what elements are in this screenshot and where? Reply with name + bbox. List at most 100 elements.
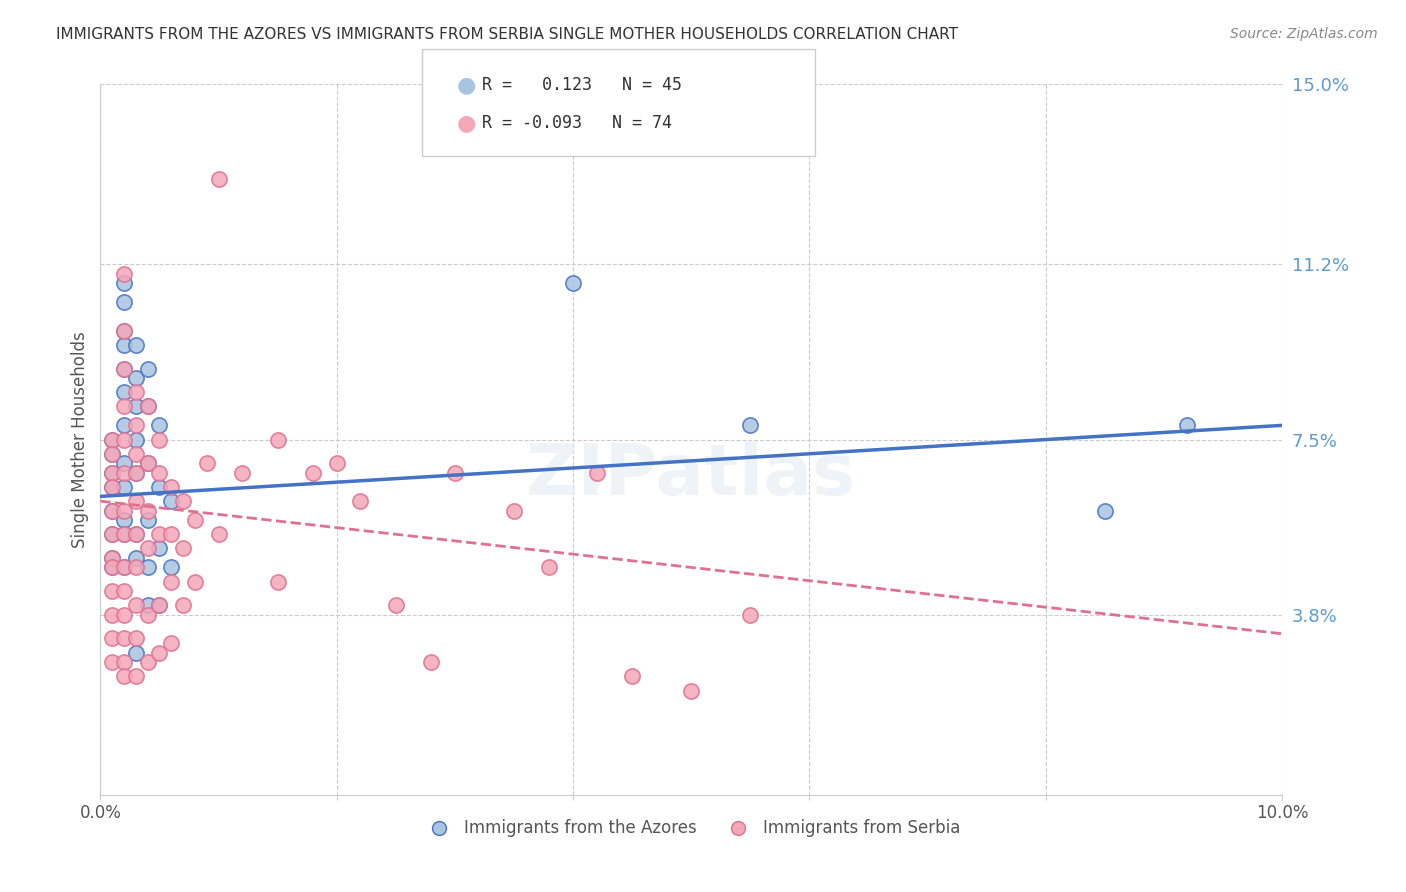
Point bbox=[148, 418, 170, 433]
Point bbox=[101, 655, 124, 669]
Point bbox=[136, 456, 159, 470]
Point bbox=[125, 447, 148, 461]
Point bbox=[101, 503, 124, 517]
Point bbox=[112, 466, 135, 480]
Point bbox=[1094, 503, 1116, 517]
Point bbox=[112, 338, 135, 352]
Point bbox=[112, 669, 135, 683]
Point bbox=[112, 324, 135, 338]
Point bbox=[302, 466, 325, 480]
Point bbox=[231, 466, 253, 480]
Point bbox=[136, 599, 159, 613]
Point bbox=[160, 574, 183, 589]
Point bbox=[136, 400, 159, 414]
Point bbox=[148, 480, 170, 494]
Y-axis label: Single Mother Households: Single Mother Households bbox=[72, 331, 89, 548]
Point bbox=[125, 527, 148, 541]
Point bbox=[136, 513, 159, 527]
Point bbox=[562, 125, 585, 139]
Point bbox=[112, 267, 135, 281]
Point bbox=[148, 466, 170, 480]
Point bbox=[207, 527, 229, 541]
Text: R =   0.123   N = 45: R = 0.123 N = 45 bbox=[482, 76, 682, 94]
Point bbox=[101, 466, 124, 480]
Point bbox=[148, 646, 170, 660]
Point bbox=[101, 607, 124, 622]
Point bbox=[136, 361, 159, 376]
Point bbox=[621, 669, 644, 683]
Point bbox=[125, 338, 148, 352]
Point bbox=[136, 607, 159, 622]
Point bbox=[112, 385, 135, 400]
Point bbox=[148, 599, 170, 613]
Point bbox=[740, 418, 762, 433]
Point bbox=[112, 361, 135, 376]
Point bbox=[184, 513, 207, 527]
Text: IMMIGRANTS FROM THE AZORES VS IMMIGRANTS FROM SERBIA SINGLE MOTHER HOUSEHOLDS CO: IMMIGRANTS FROM THE AZORES VS IMMIGRANTS… bbox=[56, 27, 959, 42]
Point bbox=[136, 400, 159, 414]
Point bbox=[101, 480, 124, 494]
Point bbox=[112, 480, 135, 494]
Point bbox=[112, 513, 135, 527]
Point bbox=[384, 599, 406, 613]
Point bbox=[112, 607, 135, 622]
Point bbox=[184, 574, 207, 589]
Point bbox=[101, 433, 124, 447]
Point bbox=[160, 494, 183, 508]
Point bbox=[160, 560, 183, 574]
Point bbox=[112, 584, 135, 599]
Point bbox=[125, 371, 148, 385]
Text: ZIPatlas: ZIPatlas bbox=[526, 441, 856, 509]
Point bbox=[160, 636, 183, 650]
Point bbox=[125, 494, 148, 508]
Point bbox=[112, 361, 135, 376]
Point bbox=[160, 480, 183, 494]
Point bbox=[101, 447, 124, 461]
Text: ●: ● bbox=[457, 113, 477, 133]
Point bbox=[125, 433, 148, 447]
Point bbox=[101, 551, 124, 566]
Point bbox=[112, 527, 135, 541]
Point bbox=[1177, 418, 1199, 433]
Point bbox=[136, 655, 159, 669]
Point bbox=[101, 503, 124, 517]
Point bbox=[266, 433, 288, 447]
Point bbox=[101, 527, 124, 541]
Point bbox=[125, 466, 148, 480]
Point bbox=[112, 560, 135, 574]
Point bbox=[101, 466, 124, 480]
Point bbox=[136, 560, 159, 574]
Point bbox=[112, 295, 135, 310]
Point bbox=[325, 456, 347, 470]
Point bbox=[125, 599, 148, 613]
Point bbox=[125, 551, 148, 566]
Point bbox=[681, 683, 703, 698]
Point bbox=[112, 503, 135, 517]
Point bbox=[160, 527, 183, 541]
Point bbox=[101, 447, 124, 461]
Point bbox=[136, 503, 159, 517]
Point bbox=[148, 433, 170, 447]
Point bbox=[740, 607, 762, 622]
Point bbox=[148, 599, 170, 613]
Point bbox=[101, 480, 124, 494]
Point bbox=[101, 551, 124, 566]
Point bbox=[266, 574, 288, 589]
Point bbox=[585, 466, 607, 480]
Point bbox=[112, 324, 135, 338]
Point bbox=[101, 584, 124, 599]
Point bbox=[101, 560, 124, 574]
Point bbox=[443, 466, 465, 480]
Point bbox=[136, 541, 159, 556]
Point bbox=[125, 400, 148, 414]
Point bbox=[172, 494, 194, 508]
Text: Source: ZipAtlas.com: Source: ZipAtlas.com bbox=[1230, 27, 1378, 41]
Point bbox=[125, 527, 148, 541]
Point bbox=[112, 560, 135, 574]
Text: R = -0.093   N = 74: R = -0.093 N = 74 bbox=[482, 114, 672, 132]
Point bbox=[125, 632, 148, 646]
Point bbox=[101, 632, 124, 646]
Point bbox=[148, 527, 170, 541]
Point bbox=[101, 560, 124, 574]
Point bbox=[172, 599, 194, 613]
